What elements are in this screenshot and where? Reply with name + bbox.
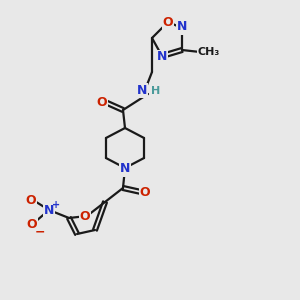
Text: +: + [52,200,60,210]
Text: O: O [97,95,107,109]
Text: O: O [80,209,90,223]
Text: O: O [163,16,173,28]
Text: N: N [120,163,130,176]
Text: N: N [157,50,167,64]
Text: N: N [44,203,54,217]
Text: N: N [137,83,147,97]
Text: N: N [177,20,187,34]
Text: O: O [140,185,150,199]
Text: H: H [152,86,160,96]
Text: CH₃: CH₃ [198,47,220,57]
Text: −: − [35,226,45,238]
Text: O: O [26,194,36,206]
Text: O: O [27,218,37,230]
